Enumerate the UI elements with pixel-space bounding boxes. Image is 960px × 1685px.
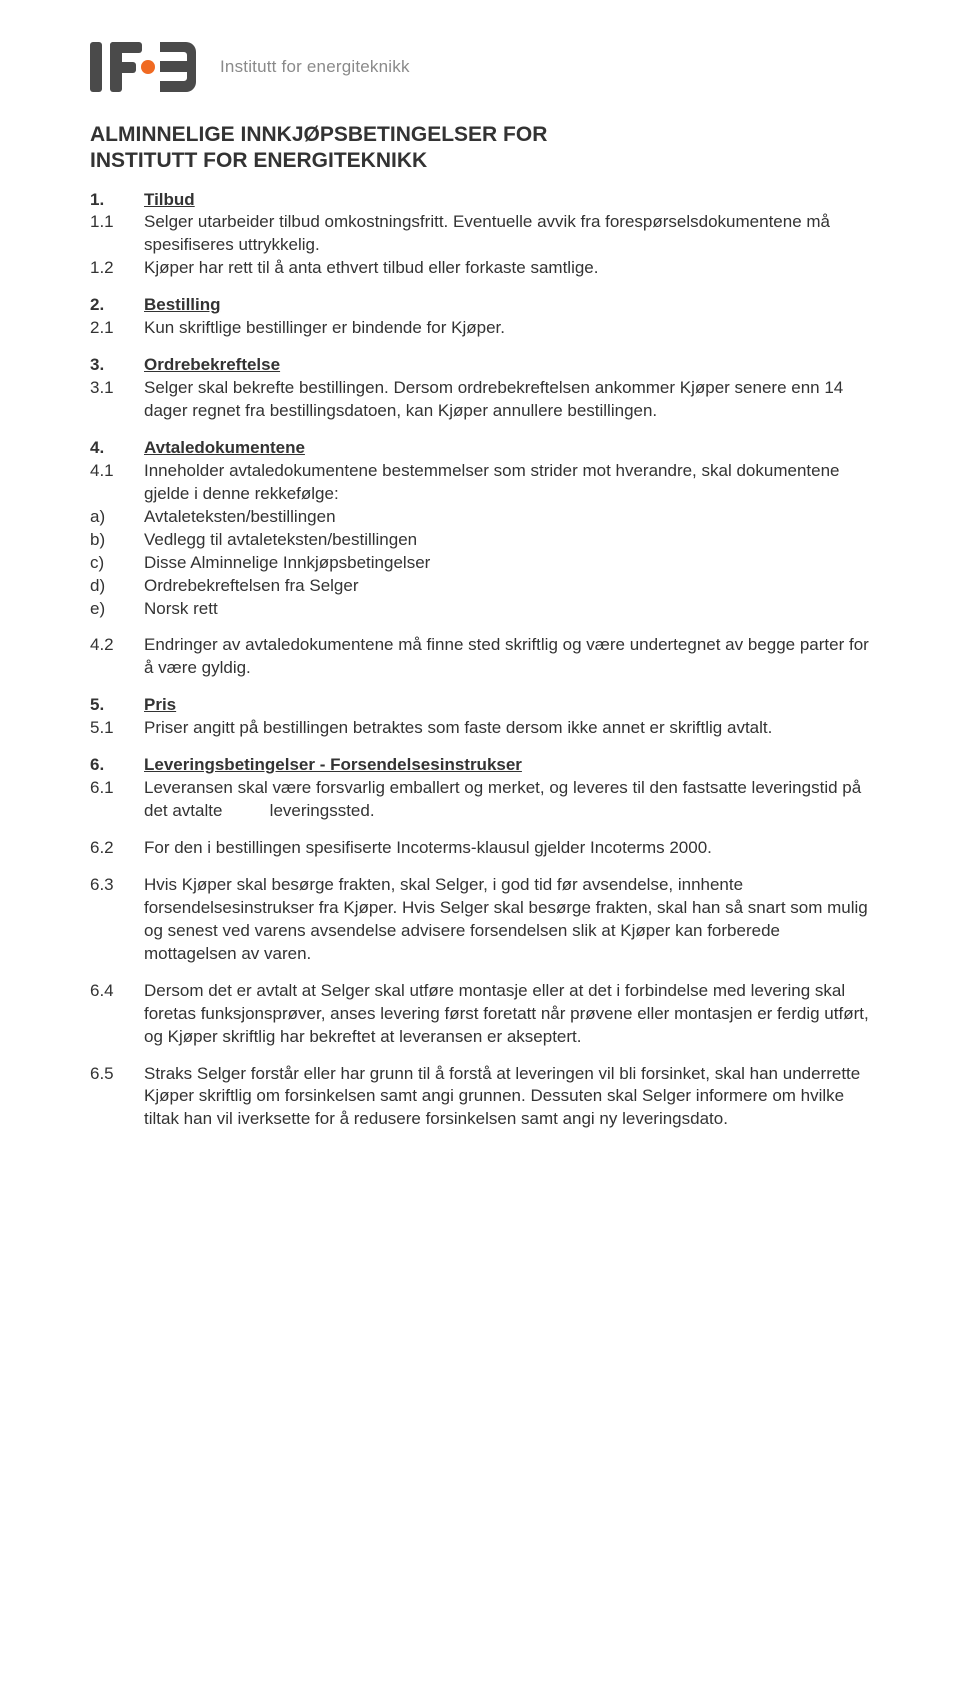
section-4-cont: 4.2 Endringer av avtaledokumentene må fi… bbox=[90, 634, 870, 680]
clause-text: Endringer av avtaledokumentene må finne … bbox=[144, 634, 870, 680]
list-marker: a) bbox=[90, 506, 144, 529]
section-3: 3. Ordrebekreftelse 3.1 Selger skal bekr… bbox=[90, 354, 870, 423]
section-title: Ordrebekreftelse bbox=[144, 354, 870, 377]
list-text: Ordrebekreftelsen fra Selger bbox=[144, 575, 870, 598]
clause-text: Inneholder avtaledokumentene bestemmelse… bbox=[144, 460, 870, 506]
list-item: d) Ordrebekreftelsen fra Selger bbox=[90, 575, 870, 598]
clause-number: 1.2 bbox=[90, 257, 144, 280]
list-marker: b) bbox=[90, 529, 144, 552]
section-title: Leveringsbetingelser - Forsendelsesinstr… bbox=[144, 754, 870, 777]
clause: 4.1 Inneholder avtaledokumentene bestemm… bbox=[90, 460, 870, 506]
clause: 6.2 For den i bestillingen spesifiserte … bbox=[90, 837, 870, 860]
section-heading: 5. Pris bbox=[90, 694, 870, 717]
section-heading: 3. Ordrebekreftelse bbox=[90, 354, 870, 377]
section-6-2: 6.2 For den i bestillingen spesifiserte … bbox=[90, 837, 870, 860]
list-text: Norsk rett bbox=[144, 598, 870, 621]
section-number: 5. bbox=[90, 694, 144, 717]
clause-text: Hvis Kjøper skal besørge frakten, skal S… bbox=[144, 874, 870, 966]
section-number: 6. bbox=[90, 754, 144, 777]
clause-number: 6.2 bbox=[90, 837, 144, 860]
title-line-1: ALMINNELIGE INNKJØPSBETINGELSER FOR bbox=[90, 123, 547, 146]
clause-number: 6.3 bbox=[90, 874, 144, 897]
clause-number: 4.1 bbox=[90, 460, 144, 483]
section-6-5: 6.5 Straks Selger forstår eller har grun… bbox=[90, 1063, 870, 1132]
clause-number: 6.4 bbox=[90, 980, 144, 1003]
list-item: a) Avtaleteksten/bestillingen bbox=[90, 506, 870, 529]
list-text: Avtaleteksten/bestillingen bbox=[144, 506, 870, 529]
section-heading: 1. Tilbud bbox=[90, 189, 870, 212]
section-2: 2. Bestilling 2.1 Kun skriftlige bestill… bbox=[90, 294, 870, 340]
list-text: Disse Alminnelige Innkjøpsbetingelser bbox=[144, 552, 870, 575]
clause-number: 1.1 bbox=[90, 211, 144, 234]
section-4: 4. Avtaledokumentene 4.1 Inneholder avta… bbox=[90, 437, 870, 621]
list-item: c) Disse Alminnelige Innkjøpsbetingelser bbox=[90, 552, 870, 575]
section-6: 6. Leveringsbetingelser - Forsendelsesin… bbox=[90, 754, 870, 823]
clause-text: Straks Selger forstår eller har grunn ti… bbox=[144, 1063, 870, 1132]
section-6-3: 6.3 Hvis Kjøper skal besørge frakten, sk… bbox=[90, 874, 870, 966]
clause-text: Kjøper har rett til å anta ethvert tilbu… bbox=[144, 257, 870, 280]
section-6-4: 6.4 Dersom det er avtalt at Selger skal … bbox=[90, 980, 870, 1049]
clause-number: 6.1 bbox=[90, 777, 144, 800]
clause-text: Dersom det er avtalt at Selger skal utfø… bbox=[144, 980, 870, 1049]
section-heading: 4. Avtaledokumentene bbox=[90, 437, 870, 460]
clause: 6.5 Straks Selger forstår eller har grun… bbox=[90, 1063, 870, 1132]
clause-number: 4.2 bbox=[90, 634, 144, 657]
clause-number: 6.5 bbox=[90, 1063, 144, 1086]
header-logo-row: Institutt for energiteknikk bbox=[90, 40, 870, 94]
clause: 6.1 Leveransen skal være forsvarlig emba… bbox=[90, 777, 870, 823]
clause: 5.1 Priser angitt på bestillingen betrak… bbox=[90, 717, 870, 740]
section-number: 3. bbox=[90, 354, 144, 377]
clause-number: 2.1 bbox=[90, 317, 144, 340]
ife-logo-icon bbox=[90, 40, 198, 94]
title-line-2: INSTITUTT FOR ENERGITEKNIKK bbox=[90, 149, 427, 172]
section-number: 2. bbox=[90, 294, 144, 317]
document-title: ALMINNELIGE INNKJØPSBETINGELSER FOR INST… bbox=[90, 122, 870, 175]
clause: 6.3 Hvis Kjøper skal besørge frakten, sk… bbox=[90, 874, 870, 966]
section-heading: 6. Leveringsbetingelser - Forsendelsesin… bbox=[90, 754, 870, 777]
clause-number: 3.1 bbox=[90, 377, 144, 400]
section-title: Tilbud bbox=[144, 189, 870, 212]
section-1: 1. Tilbud 1.1 Selger utarbeider tilbud o… bbox=[90, 189, 870, 281]
clause: 1.1 Selger utarbeider tilbud omkostnings… bbox=[90, 211, 870, 257]
list-item: e) Norsk rett bbox=[90, 598, 870, 621]
clause-number: 5.1 bbox=[90, 717, 144, 740]
section-number: 4. bbox=[90, 437, 144, 460]
section-5: 5. Pris 5.1 Priser angitt på bestillinge… bbox=[90, 694, 870, 740]
list-marker: e) bbox=[90, 598, 144, 621]
clause: 2.1 Kun skriftlige bestillinger er binde… bbox=[90, 317, 870, 340]
list-item: b) Vedlegg til avtaleteksten/bestillinge… bbox=[90, 529, 870, 552]
section-number: 1. bbox=[90, 189, 144, 212]
clause-text: Leveransen skal være forsvarlig emballer… bbox=[144, 777, 870, 823]
clause-text: Priser angitt på bestillingen betraktes … bbox=[144, 717, 870, 740]
clause-text: Selger utarbeider tilbud omkostningsfrit… bbox=[144, 211, 870, 257]
list-marker: c) bbox=[90, 552, 144, 575]
institute-name: Institutt for energiteknikk bbox=[220, 57, 410, 77]
section-title: Pris bbox=[144, 694, 870, 717]
clause: 3.1 Selger skal bekrefte bestillingen. D… bbox=[90, 377, 870, 423]
section-title: Bestilling bbox=[144, 294, 870, 317]
section-title: Avtaledokumentene bbox=[144, 437, 870, 460]
clause-text: For den i bestillingen spesifiserte Inco… bbox=[144, 837, 870, 860]
list-marker: d) bbox=[90, 575, 144, 598]
list-text: Vedlegg til avtaleteksten/bestillingen bbox=[144, 529, 870, 552]
clause-text: Selger skal bekrefte bestillingen. Derso… bbox=[144, 377, 870, 423]
clause: 4.2 Endringer av avtaledokumentene må fi… bbox=[90, 634, 870, 680]
document-page: Institutt for energiteknikk ALMINNELIGE … bbox=[0, 0, 960, 1205]
clause: 6.4 Dersom det er avtalt at Selger skal … bbox=[90, 980, 870, 1049]
clause-text: Kun skriftlige bestillinger er bindende … bbox=[144, 317, 870, 340]
clause: 1.2 Kjøper har rett til å anta ethvert t… bbox=[90, 257, 870, 280]
section-heading: 2. Bestilling bbox=[90, 294, 870, 317]
